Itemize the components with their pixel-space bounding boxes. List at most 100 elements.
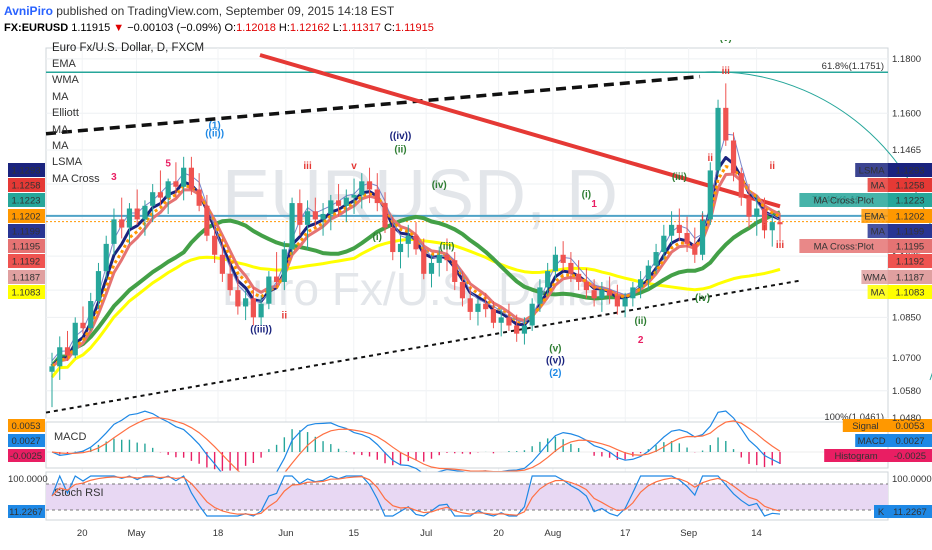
candle-body — [111, 219, 117, 244]
candle-body — [428, 262, 435, 274]
left-price-tag — [8, 178, 45, 192]
wave-label: (iii) — [439, 241, 454, 252]
time-tick-label: 18 — [213, 528, 224, 539]
candle-body — [266, 276, 272, 304]
stoch-left-tag-text: 11.2267 — [9, 507, 43, 518]
macd-title: MACD — [54, 431, 86, 443]
wave-label: (2) — [549, 368, 561, 379]
watermark: EURUSD, D Euro Fx/U.S. Dollar — [222, 156, 618, 315]
upper-trendline — [45, 74, 701, 136]
right-price-tag — [888, 254, 932, 268]
candle-body — [560, 254, 566, 263]
right-price-tag — [888, 163, 932, 177]
candle-body — [506, 317, 512, 326]
candle-body — [119, 219, 125, 228]
candle-body — [498, 317, 504, 323]
candle-body — [126, 208, 133, 228]
series-name-tag — [861, 270, 888, 284]
series-name-tag-text: MA Cross:Plot — [814, 242, 875, 253]
fib-level-label: 100%(1.0461) — [824, 412, 884, 423]
candle-body — [607, 290, 613, 296]
macd-value-tag-text: 0.0053 — [895, 421, 924, 432]
macd-value-tag — [888, 449, 932, 462]
ma-red-line — [259, 53, 781, 209]
candle-body — [452, 260, 458, 282]
candle-body — [95, 271, 102, 302]
close-value: 1.11915 — [394, 22, 434, 34]
wave-label: i — [763, 222, 766, 233]
price-tick-label: 1.0480 — [892, 413, 921, 424]
indicator-ma-cross[interactable]: MA Cross — [52, 172, 100, 185]
quote-line: FX:EURUSD 1.11915 ▼ −0.00103 (−0.09%) O:… — [4, 22, 434, 34]
candle-body — [235, 290, 241, 307]
wave-label: (iv) — [695, 293, 710, 304]
left-price-tag — [8, 239, 45, 253]
indicator-ma[interactable]: MA — [52, 139, 69, 152]
right-price-tag — [888, 270, 932, 284]
indicator-lsma[interactable]: LSMA — [52, 156, 82, 169]
candle-body — [304, 211, 311, 225]
indicator-ema[interactable]: EMA — [52, 58, 76, 70]
series-name-tag — [861, 209, 888, 223]
wave-label: 2 — [638, 335, 644, 346]
candle-body — [173, 181, 179, 187]
candle-body — [165, 181, 171, 198]
indicator-wma[interactable]: WMA — [52, 74, 79, 87]
candle-body — [227, 273, 233, 291]
right-price-tag-text: 1.1195 — [896, 242, 924, 253]
series-name-tag — [867, 224, 888, 238]
candle-body — [366, 181, 373, 190]
wave-label: iii — [776, 240, 785, 251]
candle-body — [157, 192, 164, 198]
wave-label: (1) — [209, 120, 221, 131]
wave-label: ii — [769, 161, 775, 172]
left-price-tag — [8, 224, 45, 238]
candle-body — [188, 167, 195, 190]
right-price-tag — [888, 178, 932, 192]
left-price-tag-text: 1.1202 — [11, 212, 40, 223]
time-tick-label: Aug — [544, 528, 561, 539]
candle-body — [212, 235, 218, 255]
series-name-tag — [867, 178, 888, 192]
price-tick-label: 1.1465 — [892, 145, 921, 156]
indicator-elliott[interactable]: Elliott — [52, 107, 79, 120]
time-tick-label: May — [128, 528, 146, 539]
candle-body — [754, 208, 760, 217]
time-tick-label: Sep — [680, 528, 697, 539]
right-price-tag-text: 1.1258 — [895, 181, 924, 192]
right-price-tag — [888, 209, 932, 223]
candle-body — [405, 235, 411, 244]
price-tick-label: 1.0700 — [892, 353, 921, 364]
stoch-k-line — [51, 474, 781, 517]
stoch-value-tag — [888, 505, 932, 518]
candle-body — [382, 203, 388, 228]
candle-body — [537, 287, 543, 304]
candle-body — [668, 224, 675, 236]
series-name-tag-text: MA — [871, 288, 886, 299]
candle-body — [273, 276, 280, 282]
macd-name-tag-text: Signal — [852, 421, 878, 432]
wave-label: ((ii)) — [205, 128, 224, 139]
candle-body — [421, 249, 427, 274]
left-price-tag — [8, 163, 45, 177]
left-price-tag-text: 1.1293 — [11, 166, 40, 177]
signal-line — [51, 417, 781, 485]
candle-body — [692, 243, 698, 255]
candle-body — [196, 189, 202, 206]
candle-body — [521, 325, 528, 334]
candle-body — [49, 366, 55, 372]
brand-name[interactable]: AvniPiro — [4, 4, 53, 18]
series-name-tag — [799, 193, 888, 207]
wave-label: iii — [722, 66, 731, 77]
symbol-label[interactable]: FX:EURUSD — [4, 22, 69, 34]
series-name-tag-text: MA — [871, 227, 886, 238]
macd-name-tag — [824, 449, 888, 462]
candle-body — [723, 107, 729, 141]
candle-body — [374, 189, 380, 204]
right-price-tag-text: 1.1223 — [895, 196, 924, 207]
wave-label: (v) — [549, 343, 561, 354]
stoch-name-tag-text: K — [878, 507, 885, 518]
indicator-ma[interactable]: MA — [52, 123, 69, 136]
indicator-ma[interactable]: MA — [52, 90, 69, 103]
